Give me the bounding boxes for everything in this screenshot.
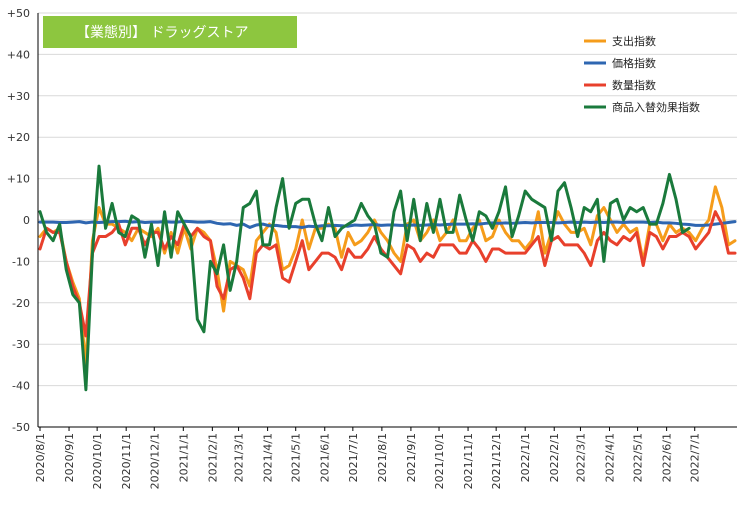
y-axis-tick-labels: +50 +40 +30 +20 +10 0 -10 -20 -30 -40 -50: [7, 7, 30, 434]
series-line-substitution: [38, 164, 691, 392]
x-tick-label: 2021/12/1: [490, 433, 503, 489]
x-axis-tick-labels: 2020/8/1 2020/9/1 2020/10/1 2020/11/1 2020/1…: [34, 427, 702, 489]
series-line-spending: [38, 185, 737, 367]
y-tick-label: +10: [7, 173, 30, 186]
y-tick-label: -20: [12, 297, 30, 310]
y-tick-label: -30: [12, 338, 30, 351]
x-tick-label: 2021/2/1: [206, 433, 219, 482]
x-tick-label: 2021/1/1: [177, 433, 190, 482]
x-tick-label: 2021/8/1: [376, 433, 389, 482]
x-tick-label: 2021/4/1: [262, 433, 275, 482]
x-tick-label: 2020/10/1: [91, 433, 104, 489]
y-tick-label: +30: [7, 90, 30, 103]
y-tick-label: +20: [7, 131, 30, 144]
x-tick-label: 2022/3/1: [574, 433, 587, 482]
y-tick-label: -10: [12, 255, 30, 268]
grid-lines: [38, 12, 737, 428]
y-tick-label: 0: [23, 214, 30, 227]
chart-title-background: [43, 16, 297, 48]
x-tick-label: 2022/7/1: [689, 433, 702, 482]
legend-label: 価格指数: [612, 56, 656, 70]
x-tick-label: 2022/1/1: [519, 433, 532, 482]
x-tick-label: 2021/6/1: [319, 433, 332, 482]
y-tick-label: +40: [7, 48, 30, 61]
legend-label: 数量指数: [612, 78, 656, 92]
series-lines: [38, 164, 737, 392]
x-tick-label: 2020/9/1: [63, 433, 76, 482]
x-tick-label: 2022/2/1: [548, 433, 561, 482]
x-tick-label: 2022/4/1: [603, 433, 616, 482]
y-tick-label: -40: [12, 380, 30, 393]
chart-title: 【業態別】 ドラッグストア: [76, 25, 248, 41]
legend-item-spending: 支出指数: [584, 34, 656, 48]
x-tick-label: 2021/7/1: [347, 433, 360, 482]
legend-label: 支出指数: [612, 34, 656, 48]
x-tick-label: 2021/11/1: [462, 433, 475, 489]
x-tick-label: 2020/8/1: [34, 433, 47, 482]
x-tick-label: 2021/5/1: [290, 433, 303, 482]
axes: [37, 13, 737, 428]
y-tick-label: +50: [7, 7, 30, 20]
x-tick-label: 2021/10/1: [433, 433, 446, 489]
x-tick-label: 2021/9/1: [405, 433, 418, 482]
y-tick-label: -50: [12, 421, 30, 434]
x-tick-label: 2022/5/1: [632, 433, 645, 482]
x-tick-label: 2020/12/1: [148, 433, 161, 489]
x-tick-label: 2020/11/1: [120, 433, 133, 489]
x-tick-label: 2021/3/1: [233, 433, 246, 482]
legend-item-substitution: 商品入替効果指数: [584, 100, 700, 114]
legend-item-quantity: 数量指数: [584, 78, 656, 92]
legend-label: 商品入替効果指数: [612, 100, 700, 114]
legend-item-price: 価格指数: [584, 56, 656, 70]
chart-title-box: 【業態別】 ドラッグストア: [43, 16, 297, 48]
series-line-price: [38, 219, 737, 229]
x-tick-label: 2022/6/1: [661, 433, 674, 482]
